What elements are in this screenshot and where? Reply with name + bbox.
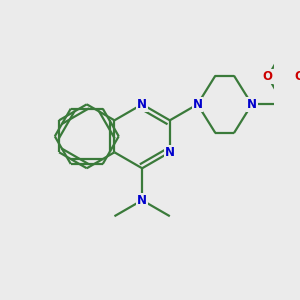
- Text: N: N: [137, 194, 147, 207]
- Text: N: N: [137, 98, 147, 111]
- Text: O: O: [263, 70, 273, 83]
- Text: N: N: [165, 146, 175, 159]
- Text: O: O: [295, 70, 300, 83]
- Text: N: N: [247, 98, 257, 111]
- Text: N: N: [193, 98, 202, 111]
